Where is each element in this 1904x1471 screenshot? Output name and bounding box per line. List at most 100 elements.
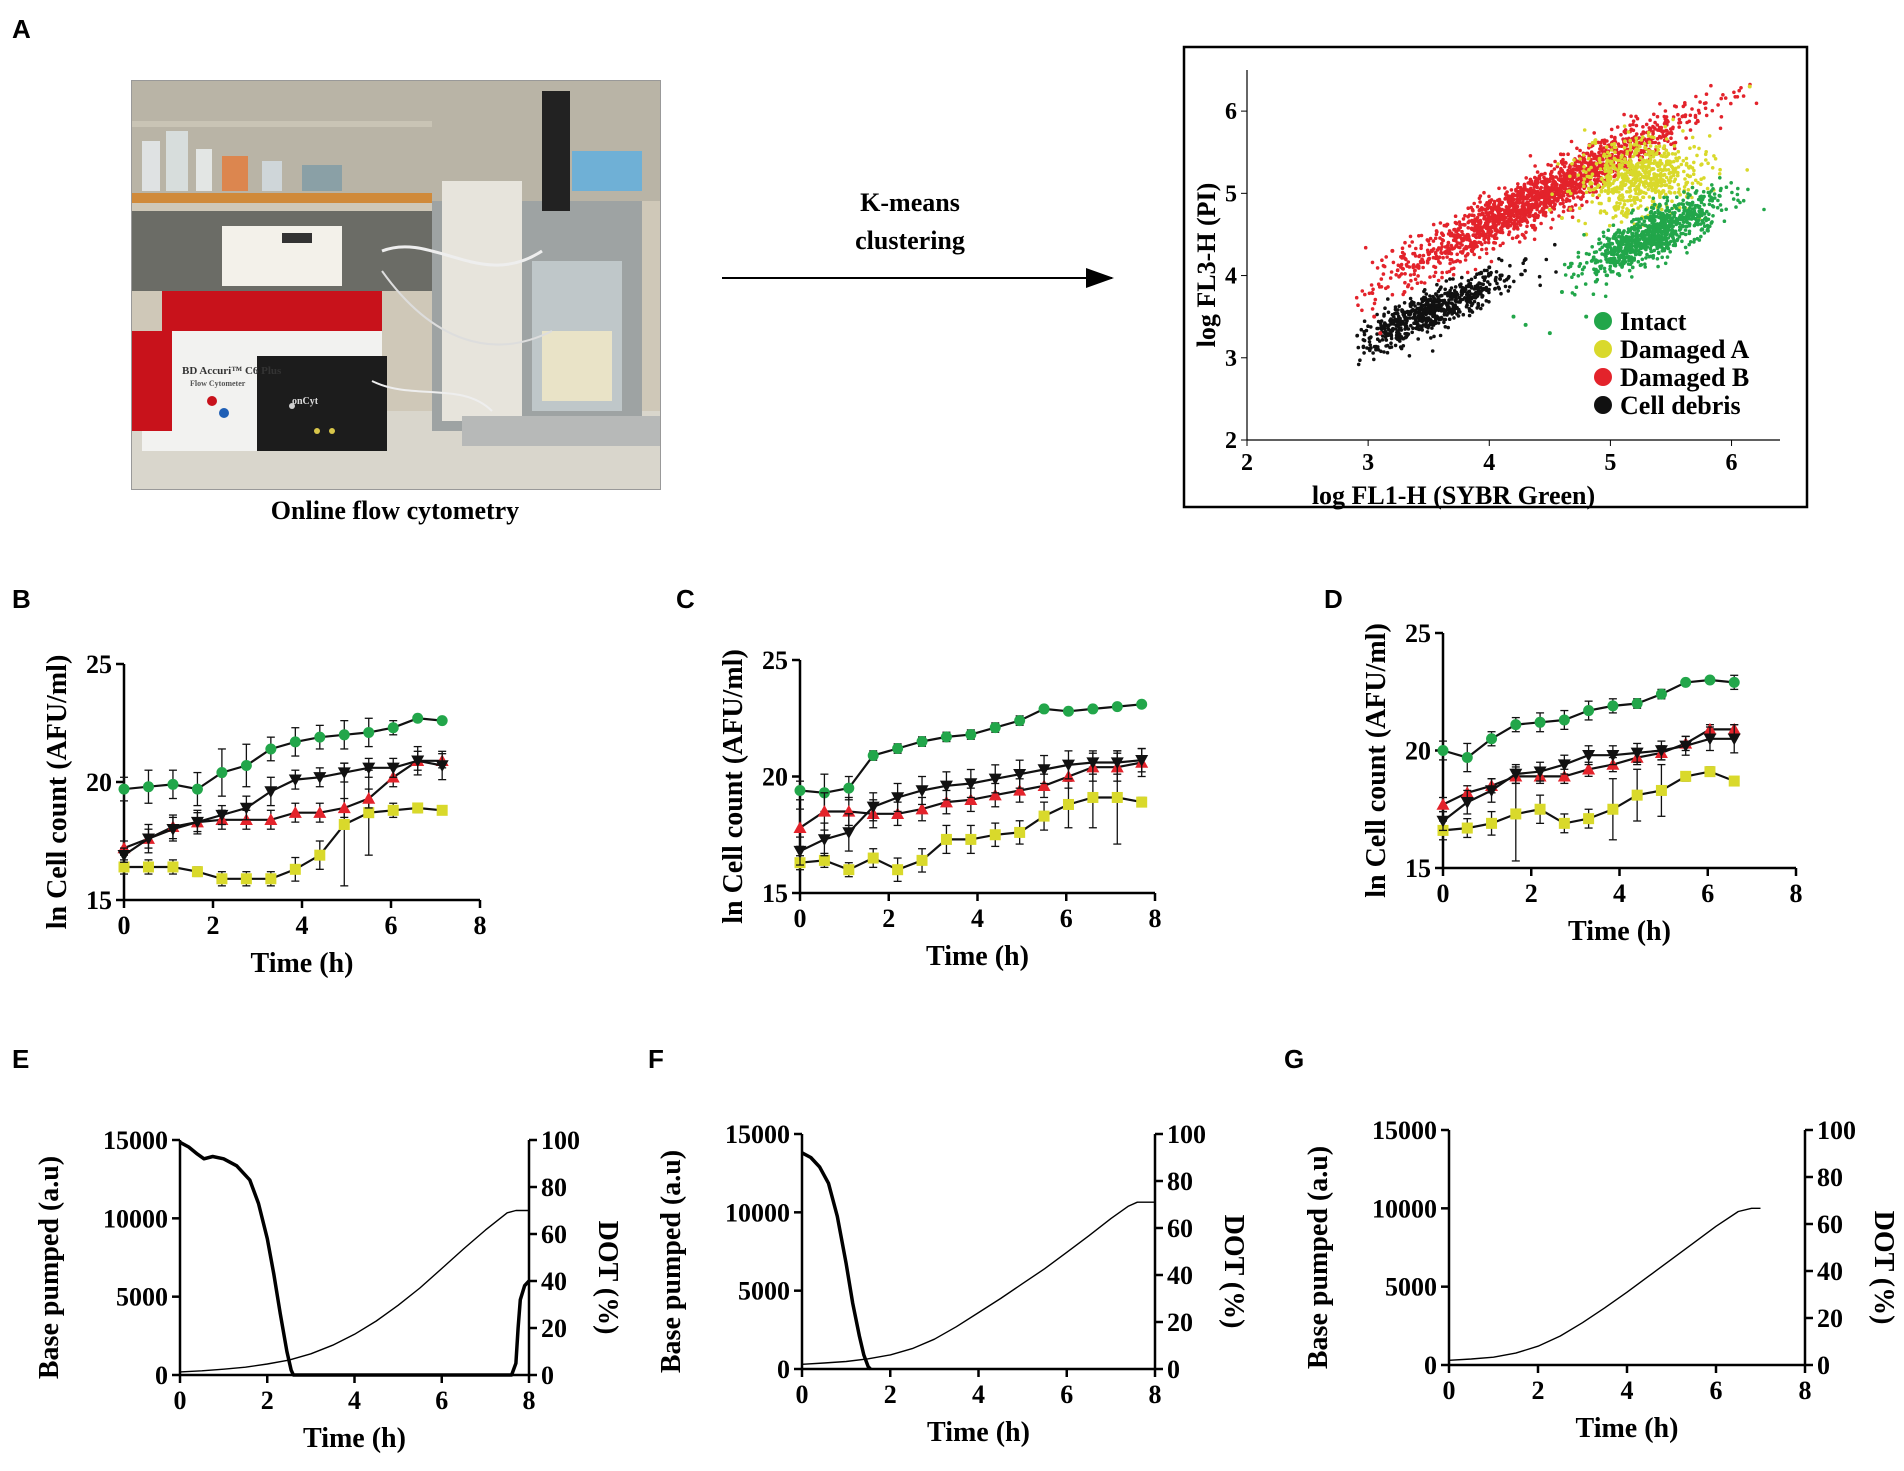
scatter-point xyxy=(1372,301,1377,306)
scatter-point xyxy=(1554,185,1559,190)
scatter-point xyxy=(1598,167,1603,171)
scatter-point xyxy=(1648,118,1652,122)
scatter-point xyxy=(1479,306,1483,311)
scatter-point xyxy=(1523,195,1527,200)
scatter-point xyxy=(1432,296,1437,301)
legend-marker-damaged-b xyxy=(1594,368,1612,386)
scatter-point xyxy=(1492,199,1497,204)
scatter-point xyxy=(1688,113,1693,118)
scatter-point xyxy=(1469,277,1474,282)
scatter-point xyxy=(1687,231,1692,236)
scatter-point xyxy=(1559,216,1564,220)
scatter-point xyxy=(1518,216,1522,221)
scatter-point xyxy=(1447,317,1452,322)
scatter-point xyxy=(1737,88,1741,93)
scatter-point xyxy=(1634,136,1638,140)
scatter-point xyxy=(1683,228,1688,232)
scatter-point xyxy=(1663,261,1668,266)
e-x-tick-label: 0 xyxy=(174,1386,187,1415)
scatter-point xyxy=(1628,198,1633,203)
e-right-axis-title: DOT (%) xyxy=(592,1221,623,1335)
scatter-point xyxy=(1428,236,1433,241)
scatter-point xyxy=(1710,183,1714,187)
c-point-damaged-b xyxy=(817,804,831,817)
scatter-point xyxy=(1673,239,1677,244)
d-point-intact xyxy=(1534,716,1546,728)
c-point-intact xyxy=(965,729,977,741)
scatter-point xyxy=(1607,183,1612,188)
scatter-point xyxy=(1713,157,1718,161)
scatter-point xyxy=(1568,207,1573,211)
scatter-point xyxy=(1594,258,1598,262)
device-subtitle-label: Flow Cytometer xyxy=(190,379,246,388)
g-right-tick-label: 20 xyxy=(1817,1304,1843,1333)
scatter-point xyxy=(1361,338,1366,342)
scatter-point xyxy=(1512,209,1517,213)
scatter-point xyxy=(1724,207,1728,212)
scatter-point xyxy=(1688,240,1693,244)
scatter-point xyxy=(1507,285,1512,289)
scatter-point xyxy=(1646,170,1651,175)
scatter-point xyxy=(1508,201,1512,206)
scatter-point xyxy=(1591,292,1596,297)
scatter-point xyxy=(1578,262,1583,266)
panel-label-a: A xyxy=(12,14,31,44)
scatter-point xyxy=(1643,152,1648,157)
scatter-point xyxy=(1520,232,1525,237)
scatter-point xyxy=(1455,305,1459,310)
scatter-point xyxy=(1433,236,1438,241)
scatter-point xyxy=(1599,189,1604,194)
c-point-damaged-b xyxy=(939,795,953,808)
scatter-point xyxy=(1700,162,1704,166)
scatter-point xyxy=(1404,321,1408,326)
scatter-point xyxy=(1690,185,1695,190)
scatter-point xyxy=(1662,179,1667,184)
g-right-tick-label: 100 xyxy=(1817,1116,1856,1145)
scatter-point xyxy=(1611,215,1615,220)
scatter-point xyxy=(1592,156,1596,161)
scatter-point xyxy=(1472,292,1476,297)
scatter-point xyxy=(1585,260,1589,265)
scatter-point xyxy=(1572,158,1576,162)
scatter-point xyxy=(1512,214,1517,219)
scatter-point xyxy=(1601,230,1606,235)
scatter-point xyxy=(1393,343,1398,348)
scatter-point xyxy=(1391,260,1396,265)
scatter-point xyxy=(1718,203,1723,207)
scatter-point xyxy=(1498,243,1503,248)
scatter-point xyxy=(1647,160,1651,165)
scatter-point xyxy=(1669,239,1673,244)
scatter-point xyxy=(1399,254,1403,259)
scatter-point xyxy=(1557,214,1561,218)
scatter-point xyxy=(1472,299,1477,304)
scatter-point xyxy=(1466,290,1471,294)
legend-label-intact: Intact xyxy=(1620,307,1687,336)
scatter-point xyxy=(1590,181,1594,186)
scatter-point xyxy=(1741,198,1746,203)
scatter-point xyxy=(1694,94,1698,99)
scatter-point xyxy=(1556,162,1560,166)
scatter-point xyxy=(1667,209,1671,214)
scatter-point xyxy=(1417,309,1422,314)
scatter-point xyxy=(1477,235,1482,239)
scatter-point xyxy=(1563,160,1568,165)
scatter-point xyxy=(1601,185,1605,190)
scatter-point xyxy=(1664,192,1668,197)
scatter-point xyxy=(1451,246,1456,251)
c-point-cell-debris xyxy=(1110,757,1124,770)
scatter-point xyxy=(1402,314,1406,319)
scatter-point xyxy=(1652,203,1657,207)
scatter-point xyxy=(1477,196,1482,201)
scatter-point xyxy=(1554,270,1558,274)
scatter-point xyxy=(1587,175,1592,180)
b-point-damaged-b xyxy=(337,801,351,814)
scatter-point xyxy=(1448,288,1452,293)
scatter-point xyxy=(1655,257,1660,261)
scatter-point xyxy=(1660,216,1664,221)
scatter-point xyxy=(1649,249,1653,254)
d-point-intact xyxy=(1583,705,1595,717)
scatter-point xyxy=(1512,193,1517,198)
scatter-point xyxy=(1516,234,1520,238)
d-point-damaged-a xyxy=(1607,803,1619,815)
scatter-point xyxy=(1685,209,1689,213)
